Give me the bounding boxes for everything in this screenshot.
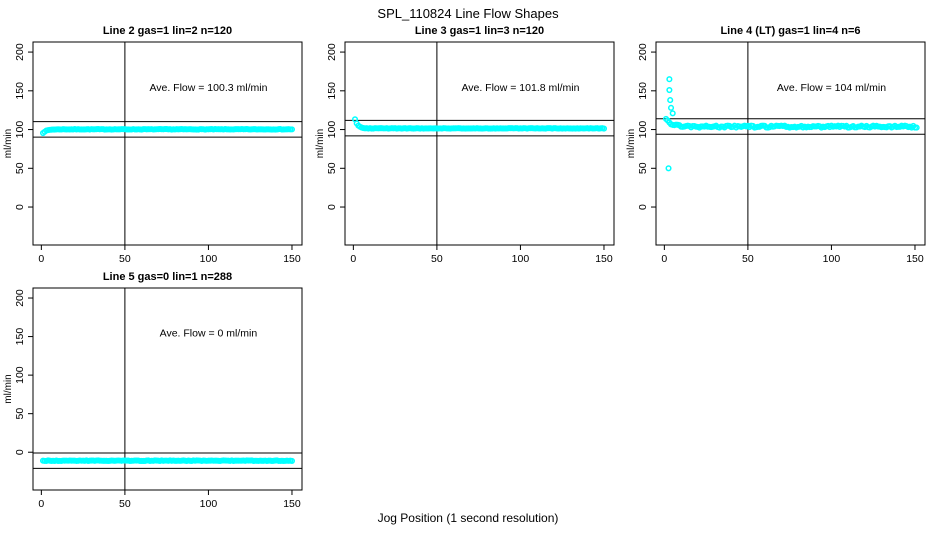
data-point xyxy=(913,124,920,131)
x-tick-label: 50 xyxy=(431,253,443,265)
y-tick-label: 200 xyxy=(14,43,26,61)
x-tick-label: 100 xyxy=(823,253,841,265)
y-axis-label: ml/min xyxy=(3,374,14,403)
panel-0: 0 50 100 150 0 50 100 150 200 ml/min Line 2 gas=1 … xyxy=(3,25,303,265)
y-tick-label: 200 xyxy=(326,43,338,61)
ave-flow-annotation: Ave. Flow = 104 ml/min xyxy=(777,82,886,94)
data-point xyxy=(288,457,296,464)
x-tick-label: 0 xyxy=(38,498,44,510)
data-point-outlier xyxy=(666,76,673,83)
x-tick-label: 50 xyxy=(742,253,754,265)
plot-box xyxy=(655,41,926,246)
y-tick-label: 100 xyxy=(326,121,338,139)
panel-3: 0 50 100 150 0 50 100 150 200 ml/min Line 5 gas=0 … xyxy=(3,271,303,510)
data-points xyxy=(39,457,296,465)
figure-xlabel: Jog Position (1 second resolution) xyxy=(377,511,559,525)
y-tick-label: 150 xyxy=(326,82,338,100)
ave-flow-annotation: Ave. Flow = 0 ml/min xyxy=(160,328,258,340)
x-tick-label: 100 xyxy=(200,498,218,510)
y-tick-label: 150 xyxy=(637,82,649,100)
data-points xyxy=(662,76,920,172)
x-tick-label: 150 xyxy=(906,253,924,265)
data-point-outlier xyxy=(667,97,674,104)
x-tick-label: 0 xyxy=(350,253,356,265)
panel-2: 0 50 100 150 0 50 100 150 200 ml/min Line 4 (LT) g… xyxy=(626,25,926,265)
data-points xyxy=(351,116,608,132)
y-tick-label: 150 xyxy=(14,328,26,346)
y-tick-label: 100 xyxy=(14,121,26,139)
panel-title: Line 4 (LT) gas=1 lin=4 n=6 xyxy=(720,25,860,37)
x-tick-label: 150 xyxy=(595,253,613,265)
y-tick-label: 0 xyxy=(326,204,338,210)
y-tick-label: 50 xyxy=(637,162,649,174)
data-point xyxy=(288,126,296,133)
panel-title: Line 5 gas=0 lin=1 n=288 xyxy=(103,271,232,283)
data-points xyxy=(39,126,296,137)
y-tick-label: 50 xyxy=(14,162,26,174)
x-tick-label: 100 xyxy=(200,253,218,265)
plot-box xyxy=(32,41,303,246)
panel-title: Line 2 gas=1 lin=2 n=120 xyxy=(103,25,232,37)
panel-title: Line 3 gas=1 lin=3 n=120 xyxy=(415,25,544,37)
y-tick-label: 0 xyxy=(14,449,26,455)
y-axis-label: ml/min xyxy=(315,129,326,158)
x-tick-label: 0 xyxy=(661,253,667,265)
x-tick-label: 100 xyxy=(512,253,530,265)
plot-box xyxy=(32,287,303,491)
y-tick-label: 50 xyxy=(326,162,338,174)
ave-flow-annotation: Ave. Flow = 100.3 ml/min xyxy=(149,82,267,94)
x-tick-label: 50 xyxy=(119,253,131,265)
data-point-outlier xyxy=(666,86,673,94)
data-point-outlier xyxy=(667,104,675,111)
data-point xyxy=(600,125,608,132)
plot-box xyxy=(344,41,615,246)
y-tick-label: 50 xyxy=(14,408,26,420)
data-point-outlier xyxy=(665,165,672,172)
x-tick-label: 0 xyxy=(38,253,44,265)
y-axis-label: ml/min xyxy=(626,129,637,158)
data-point-outlier xyxy=(669,110,676,117)
figure-title: SPL_110824 Line Flow Shapes xyxy=(377,6,559,21)
y-tick-label: 0 xyxy=(637,204,649,210)
y-tick-label: 100 xyxy=(637,121,649,139)
y-axis-label: ml/min xyxy=(3,129,14,158)
y-tick-label: 200 xyxy=(14,289,26,307)
x-tick-label: 150 xyxy=(283,253,301,265)
y-tick-label: 0 xyxy=(14,204,26,210)
ave-flow-annotation: Ave. Flow = 101.8 ml/min xyxy=(461,82,579,94)
y-tick-label: 150 xyxy=(14,82,26,100)
panel-1: 0 50 100 150 0 50 100 150 200 ml/min Line 3 gas=1 … xyxy=(315,25,615,265)
y-tick-label: 200 xyxy=(637,43,649,61)
x-tick-label: 50 xyxy=(119,498,131,510)
y-tick-label: 100 xyxy=(14,366,26,384)
x-tick-label: 150 xyxy=(283,498,301,510)
